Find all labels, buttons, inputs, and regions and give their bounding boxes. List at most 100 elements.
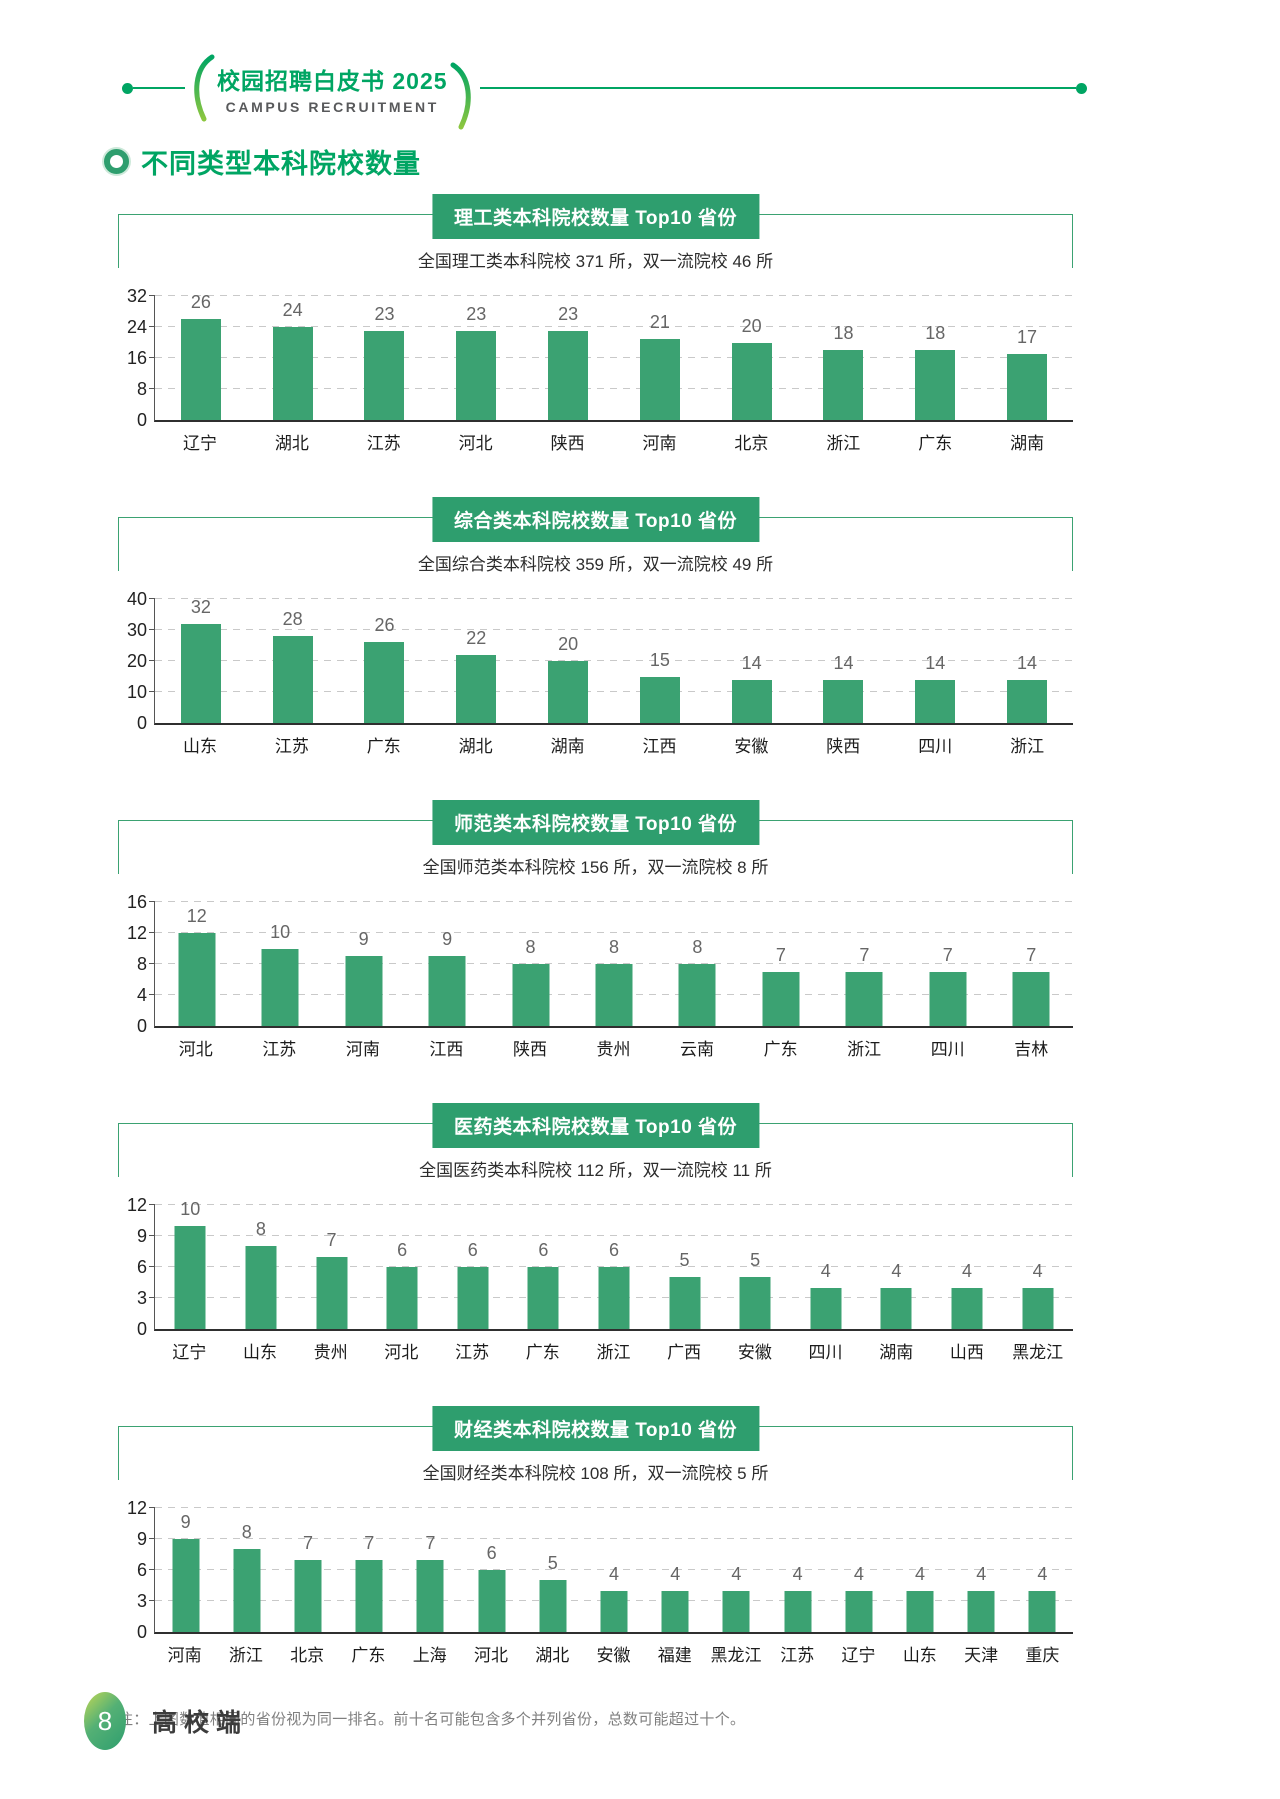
bar	[172, 1539, 200, 1632]
bar-column: 4	[767, 1508, 828, 1632]
bar-value-label: 7	[302, 1532, 314, 1553]
bar	[739, 1277, 771, 1329]
bar-column: 7	[990, 902, 1073, 1026]
y-tick-mark	[149, 1538, 155, 1539]
bar-column: 4	[790, 1205, 861, 1329]
gridline	[155, 357, 1073, 358]
x-category-label: 湖北	[274, 434, 309, 453]
bar-value-label: 15	[649, 649, 670, 670]
bar-column: 7	[339, 1508, 400, 1632]
bar-value-label: 8	[525, 937, 536, 957]
y-tick-mark	[149, 1266, 155, 1267]
x-category-label: 黑龙江	[1012, 1343, 1064, 1362]
y-tick-mark	[149, 932, 155, 933]
bar	[294, 1559, 322, 1632]
gridline	[155, 388, 1073, 389]
gridline	[155, 629, 1073, 630]
x-category-label: 河北	[458, 434, 493, 453]
page-footer: 8 高校端	[84, 1692, 248, 1750]
page-number-badge: 8	[84, 1692, 126, 1750]
chart-frame-corner-right	[1072, 1123, 1073, 1177]
bar	[880, 1287, 912, 1329]
y-tick-label: 3	[136, 1591, 147, 1611]
bars-area: 32 28 26 22 20 15 14 14 14 14	[155, 596, 1073, 723]
y-tick-label: 24	[126, 317, 147, 337]
x-category-label: 湖北	[535, 1646, 570, 1665]
y-tick-label: 0	[136, 713, 147, 733]
x-category-label: 山东	[902, 1646, 937, 1665]
bar	[784, 1590, 812, 1632]
logo: 校园招聘白皮书 2025 CAMPUS RECRUITMENT	[185, 46, 480, 130]
bar-column: 5	[720, 1205, 791, 1329]
chart-frame: 综合类本科院校数量 Top10 省份	[118, 496, 1073, 571]
bar-column: 23	[430, 296, 522, 420]
bar	[233, 1549, 261, 1632]
chart-frame: 医药类本科院校数量 Top10 省份	[118, 1102, 1073, 1177]
bar-column: 18	[798, 296, 890, 420]
bar	[929, 971, 967, 1026]
bar-column: 8	[489, 902, 572, 1026]
bar	[915, 679, 956, 723]
bar-column: 4	[828, 1508, 889, 1632]
y-tick-mark	[149, 326, 155, 327]
bar-value-label: 4	[915, 1563, 926, 1584]
bar	[364, 330, 405, 420]
bar-column: 6	[579, 1205, 650, 1329]
y-tick-label: 16	[126, 892, 147, 912]
x-category-label: 湖南	[879, 1343, 914, 1362]
bar	[1022, 1287, 1054, 1329]
bar	[598, 1267, 630, 1329]
bar-column: 9	[155, 1508, 216, 1632]
chart-frame: 财经类本科院校数量 Top10 省份	[118, 1405, 1073, 1480]
bar	[457, 1267, 489, 1329]
section-title-text: 不同类型本科院校数量	[141, 149, 421, 179]
y-tick-label: 32	[126, 286, 147, 306]
chart-frame-corner-right	[1072, 214, 1073, 268]
footer-section-label: 高校端	[152, 1709, 249, 1737]
bar	[823, 350, 864, 420]
bar-value-label: 9	[442, 929, 453, 950]
chart-frame-corner-left	[118, 517, 119, 571]
y-tick-mark	[149, 357, 155, 358]
x-category-label: 河北	[473, 1646, 508, 1665]
bar-column: 4	[706, 1508, 767, 1632]
bar-value-label: 14	[833, 652, 854, 673]
bar-column: 21	[614, 296, 706, 420]
bar-value-label: 6	[467, 1240, 478, 1260]
chart-subtitle: 全国财经类本科院校 108 所，双一流院校 5 所	[422, 1464, 769, 1483]
y-tick-label: 9	[136, 1226, 147, 1246]
x-category-label: 北京	[290, 1646, 325, 1665]
x-category-label: 湖南	[550, 737, 585, 756]
bar	[845, 971, 883, 1026]
bar	[180, 623, 221, 723]
logo-subtitle: CAMPUS RECRUITMENT	[225, 98, 439, 115]
bar-column: 7	[823, 902, 906, 1026]
x-category-label: 浙江	[1010, 737, 1045, 756]
bar-value-label: 32	[190, 596, 211, 617]
bar-value-label: 4	[961, 1260, 973, 1281]
bar	[539, 1580, 567, 1632]
gridline	[155, 326, 1073, 327]
bar-value-label: 21	[649, 311, 670, 332]
bar	[967, 1590, 995, 1632]
bar	[386, 1267, 418, 1329]
x-category-label: 浙江	[826, 434, 861, 453]
bar	[178, 933, 216, 1026]
bar	[174, 1225, 206, 1329]
chart-title: 财经类本科院校数量 Top10 省份	[431, 1406, 760, 1451]
bar-value-label: 7	[942, 944, 953, 965]
bar-column: 4	[951, 1508, 1012, 1632]
bar-value-label: 14	[925, 652, 946, 673]
x-category-label: 河北	[178, 1040, 213, 1059]
x-category-label: 云南	[680, 1040, 715, 1059]
y-tick-label: 16	[126, 348, 147, 368]
bar	[722, 1590, 750, 1632]
gridline	[155, 963, 1073, 964]
bar-value-label: 6	[608, 1240, 619, 1260]
bar-column: 8	[226, 1205, 297, 1329]
logo-title: 校园招聘白皮书 2025	[217, 67, 448, 94]
bar-value-label: 20	[558, 634, 579, 654]
plot-area: 0 10 20 30 40 32 28 26 22 20 15 14 14 14 14	[127, 589, 1073, 733]
bar-value-label: 12	[186, 906, 207, 926]
x-category-label: 湖北	[458, 737, 493, 756]
